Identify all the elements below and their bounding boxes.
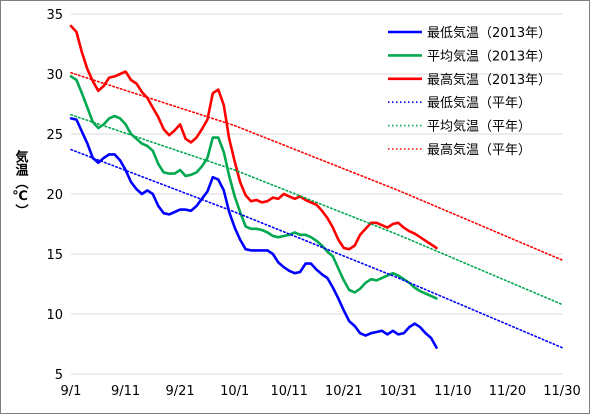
x-tick-label: 10/11	[270, 384, 307, 399]
x-tick-label: 9/21	[166, 384, 195, 399]
y-axis-label: 気温（℃）	[12, 149, 29, 217]
y-tick-label: 15	[46, 248, 63, 263]
legend-label: 最高気温（2013年）	[427, 72, 551, 88]
x-tick-label: 10/31	[380, 384, 417, 399]
y-tick-label: 35	[46, 8, 63, 23]
x-tick-label: 11/20	[489, 384, 526, 399]
legend-label: 最低気温（2013年）	[427, 25, 551, 41]
x-tick-label: 9/1	[61, 384, 82, 399]
legend: 最低気温（2013年） 平均気温（2013年） 最高気温（2013年） 最低気温（平年…	[388, 25, 551, 158]
y-tick-label: 5	[55, 368, 63, 383]
series-line	[69, 117, 438, 349]
y-tick-label: 30	[46, 68, 63, 83]
legend-label: 最高気温（平年）	[427, 142, 531, 158]
series-line	[70, 148, 563, 349]
x-tick-label: 11/10	[434, 384, 471, 399]
series-line	[70, 72, 563, 261]
y-axis-ticks: 5 10 15 20 25 30 35	[46, 8, 63, 383]
legend-label: 最低気温（平年）	[427, 95, 531, 111]
x-tick-label: 9/11	[111, 384, 140, 399]
y-tick-label: 10	[46, 308, 63, 323]
legend-label: 平均気温（平年）	[427, 119, 531, 135]
x-axis-ticks: 9/1 9/11 9/21 10/1 10/11 10/21 10/31 11/10 11/20…	[61, 384, 581, 399]
legend-label: 平均気温（2013年）	[427, 48, 551, 64]
y-tick-label: 20	[46, 188, 63, 203]
series-line	[69, 24, 438, 251]
gridlines	[71, 13, 562, 375]
data-series	[69, 24, 563, 349]
series-line	[70, 114, 563, 306]
x-tick-label: 10/21	[325, 384, 362, 399]
x-tick-label: 11/30	[543, 384, 580, 399]
x-tick-label: 10/1	[220, 384, 249, 399]
y-tick-label: 25	[46, 128, 63, 143]
